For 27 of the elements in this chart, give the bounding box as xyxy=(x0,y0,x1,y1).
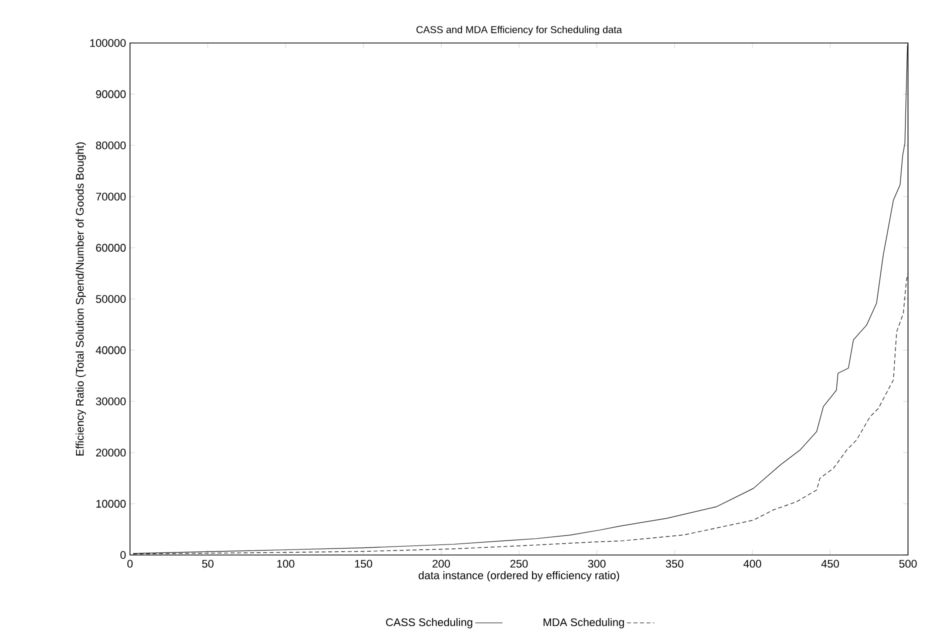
x-tick-label: 250 xyxy=(510,560,528,568)
y-tick-label: 20000 xyxy=(96,448,126,456)
y-tick-label: 50000 xyxy=(96,295,126,303)
x-axis-title: data instance (ordered by efficiency ratio) xyxy=(418,571,620,582)
y-tick-label: 0 xyxy=(120,551,126,559)
x-tick-label: 400 xyxy=(743,560,762,568)
y-tick-label: 100000 xyxy=(90,39,126,47)
x-tick-label: 300 xyxy=(588,560,606,568)
y-tick-label: 90000 xyxy=(96,90,126,98)
y-axis-title: Efficiency Ratio (Total Solution Spend/Number of Goods Bought) xyxy=(76,142,86,456)
y-tick-label: 40000 xyxy=(96,346,126,354)
x-tick-label: 200 xyxy=(432,560,450,568)
y-tick-label: 70000 xyxy=(96,192,126,200)
x-tick-label: 0 xyxy=(127,560,133,568)
x-tick-label: 100 xyxy=(277,560,294,568)
y-tick-label: 60000 xyxy=(96,244,126,252)
y-tick-label: 10000 xyxy=(96,500,126,508)
x-tick-label: 50 xyxy=(202,560,214,568)
chart-title: CASS and MDA Efficiency for Scheduling data xyxy=(416,26,622,36)
legend-label: CASS Scheduling xyxy=(386,618,472,628)
x-tick-label: 450 xyxy=(821,560,839,568)
x-tick-label: 150 xyxy=(355,560,372,568)
y-tick-label: 80000 xyxy=(96,141,126,150)
x-tick-label: 500 xyxy=(899,560,917,568)
legend-label: MDA Scheduling xyxy=(544,618,624,628)
y-tick-label: 30000 xyxy=(96,397,126,406)
x-tick-label: 350 xyxy=(666,560,684,568)
